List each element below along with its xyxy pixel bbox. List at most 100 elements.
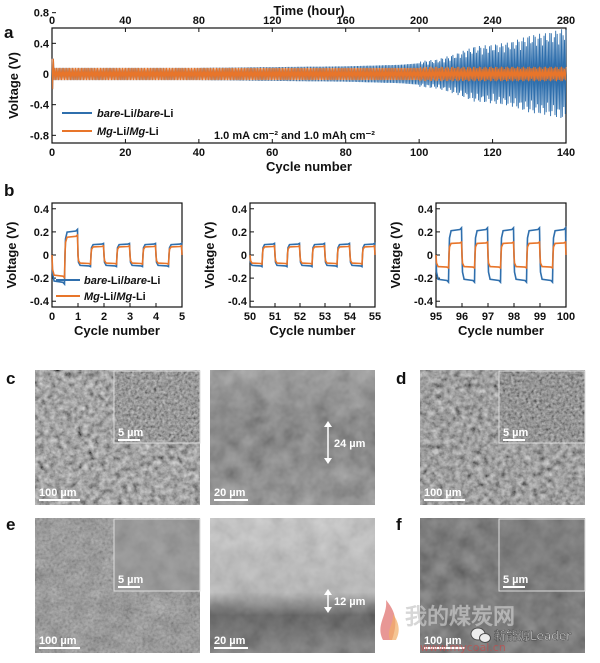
top-tick-label: 200 — [410, 15, 428, 27]
legend-label-part: -Li/ — [100, 291, 117, 303]
x-tick-label: 53 — [319, 311, 331, 323]
scale-label-inset-e: 5 µm — [118, 574, 144, 586]
scale-label-d: 100 µm — [424, 487, 462, 499]
x-axis-label: Cycle number — [74, 323, 160, 338]
y-axis-label: Voltage (V) — [4, 222, 19, 289]
chart-b3: 95 96 97 98 99 100 -0.4 -0.2 0 0.2 0.4 Cycle number… — [388, 202, 575, 338]
panel-label-c: c — [6, 369, 15, 388]
y-tick-label: 0.2 — [418, 227, 433, 239]
chart-b1: 0 1 2 3 4 5 -0.4 -0.2 0 0.2 0.4 Cycle number Voltage… — [4, 202, 185, 338]
y-tick-label: -0.4 — [30, 100, 50, 112]
legend-label: Mg-Li/Mg-Li — [84, 291, 146, 303]
legend-label-part: bare — [84, 275, 107, 287]
top-tick-label: 120 — [263, 15, 281, 27]
x-tick-label: 0 — [49, 311, 55, 323]
sem-inset-f: 5 µm — [498, 518, 586, 592]
x-tick-label: 99 — [534, 311, 546, 323]
x-tick-label: 52 — [294, 311, 306, 323]
thickness-label-c: 24 µm — [334, 438, 366, 450]
legend-label-part: -Li/ — [107, 275, 124, 287]
scale-label-inset-c: 5 µm — [118, 427, 144, 439]
x-tick-label: 50 — [244, 311, 256, 323]
x-tick-label: 140 — [557, 147, 575, 159]
x-tick-label: 55 — [369, 311, 381, 323]
x-tick-label: 120 — [483, 147, 501, 159]
annotation-current-density: 1.0 mA cm⁻² and 1.0 mAh cm⁻² — [214, 130, 375, 142]
y-tick-label: 0 — [43, 250, 49, 262]
y-tick-label: -0.8 — [30, 130, 49, 142]
y-tick-label: 0 — [241, 250, 247, 262]
x-axis-label: Cycle number — [266, 159, 352, 174]
top-tick-label: 80 — [193, 15, 205, 27]
y-tick-label: 0.2 — [232, 227, 247, 239]
legend-label: bare-Li/bare-Li — [84, 275, 160, 287]
thickness-label-e: 12 µm — [334, 596, 366, 608]
top-tick-label: 280 — [557, 15, 575, 27]
legend-label: bare-Li/bare-Li — [97, 108, 173, 120]
sem-image-c-top: 5 µm 100 µm — [35, 370, 201, 505]
x-tick-label: 4 — [153, 311, 160, 323]
x-tick-label: 95 — [430, 311, 442, 323]
legend-label-part: bare — [97, 108, 120, 120]
sem-image-c-cross: 24 µm 20 µm — [210, 370, 375, 505]
panel-label-e: e — [6, 515, 15, 534]
x-tick-label: 0 — [49, 147, 55, 159]
x-tick-label: 40 — [193, 147, 205, 159]
x-tick-label: 97 — [482, 311, 494, 323]
sem-inset-d: 5 µm — [498, 370, 586, 444]
sem-image-d: 5 µm 100 µm — [420, 370, 586, 505]
legend-label-part: -Li/ — [113, 126, 130, 138]
legend-label-part: bare — [137, 108, 160, 120]
y-tick-label: 0 — [427, 250, 433, 262]
scale-label-inset-d: 5 µm — [503, 427, 529, 439]
scale-label-e-top: 100 µm — [39, 635, 77, 647]
flame-logo-icon — [380, 600, 399, 640]
top-tick-label: 240 — [483, 15, 501, 27]
y-tick-label: -0.2 — [414, 273, 433, 285]
watermark-account: 新能源Leader — [494, 628, 571, 643]
wechat-icon — [470, 627, 491, 643]
scale-label-c-cross: 20 µm — [214, 487, 246, 499]
chart-b2: 50 51 52 53 54 55 -0.4 -0.2 0 0.2 0.4 Cycle number V… — [202, 202, 381, 338]
y-tick-label: 0.8 — [34, 8, 49, 20]
x-tick-label: 20 — [119, 147, 131, 159]
x-tick-label: 96 — [456, 311, 468, 323]
x-tick-label: 54 — [344, 311, 357, 323]
x-tick-label: 3 — [127, 311, 133, 323]
panel-label-b: b — [4, 181, 14, 200]
legend-label-part: bare — [124, 275, 147, 287]
sem-inset-e: 5 µm — [113, 518, 201, 592]
sem-image-e-cross: 12 µm 20 µm — [210, 518, 375, 653]
x-tick-label: 80 — [340, 147, 352, 159]
x-tick-label: 5 — [179, 311, 185, 323]
chart-a: 0 20 40 60 80 100 120 140 -0.8 -0.4 0 0.4 0.8 Cycle n… — [6, 3, 575, 174]
top-tick-label: 0 — [49, 15, 55, 27]
scale-label-e-cross: 20 µm — [214, 635, 246, 647]
x-tick-label: 2 — [101, 311, 107, 323]
legend-label-part: -Li — [145, 126, 158, 138]
y-tick-label: -0.4 — [30, 296, 50, 308]
y-axis-label: Voltage (V) — [202, 222, 217, 289]
series-line-mg — [51, 233, 183, 280]
top-axis-label: Time (hour) — [273, 3, 344, 18]
panel-label-a: a — [4, 23, 14, 42]
legend-label-part: -Li — [147, 275, 160, 287]
x-axis-label: Cycle number — [270, 323, 356, 338]
watermark-logo-text: 我的煤炭网 — [405, 604, 515, 630]
y-tick-label: -0.4 — [228, 296, 248, 308]
sem-inset-c: 5 µm — [113, 370, 201, 444]
legend-label-part: -Li — [160, 108, 173, 120]
scale-label-c-top: 100 µm — [39, 487, 77, 499]
y-tick-label: -0.2 — [30, 273, 49, 285]
x-tick-label: 1 — [75, 311, 81, 323]
scale-label-inset-f: 5 µm — [503, 574, 529, 586]
y-tick-label: 0.4 — [232, 204, 248, 216]
y-tick-label: 0.4 — [418, 204, 434, 216]
legend-label-part: Mg — [97, 126, 113, 138]
scale-label-f: 100 µm — [424, 635, 462, 647]
series-line-mg — [249, 244, 376, 266]
legend-label: Mg-Li/Mg-Li — [97, 126, 159, 138]
